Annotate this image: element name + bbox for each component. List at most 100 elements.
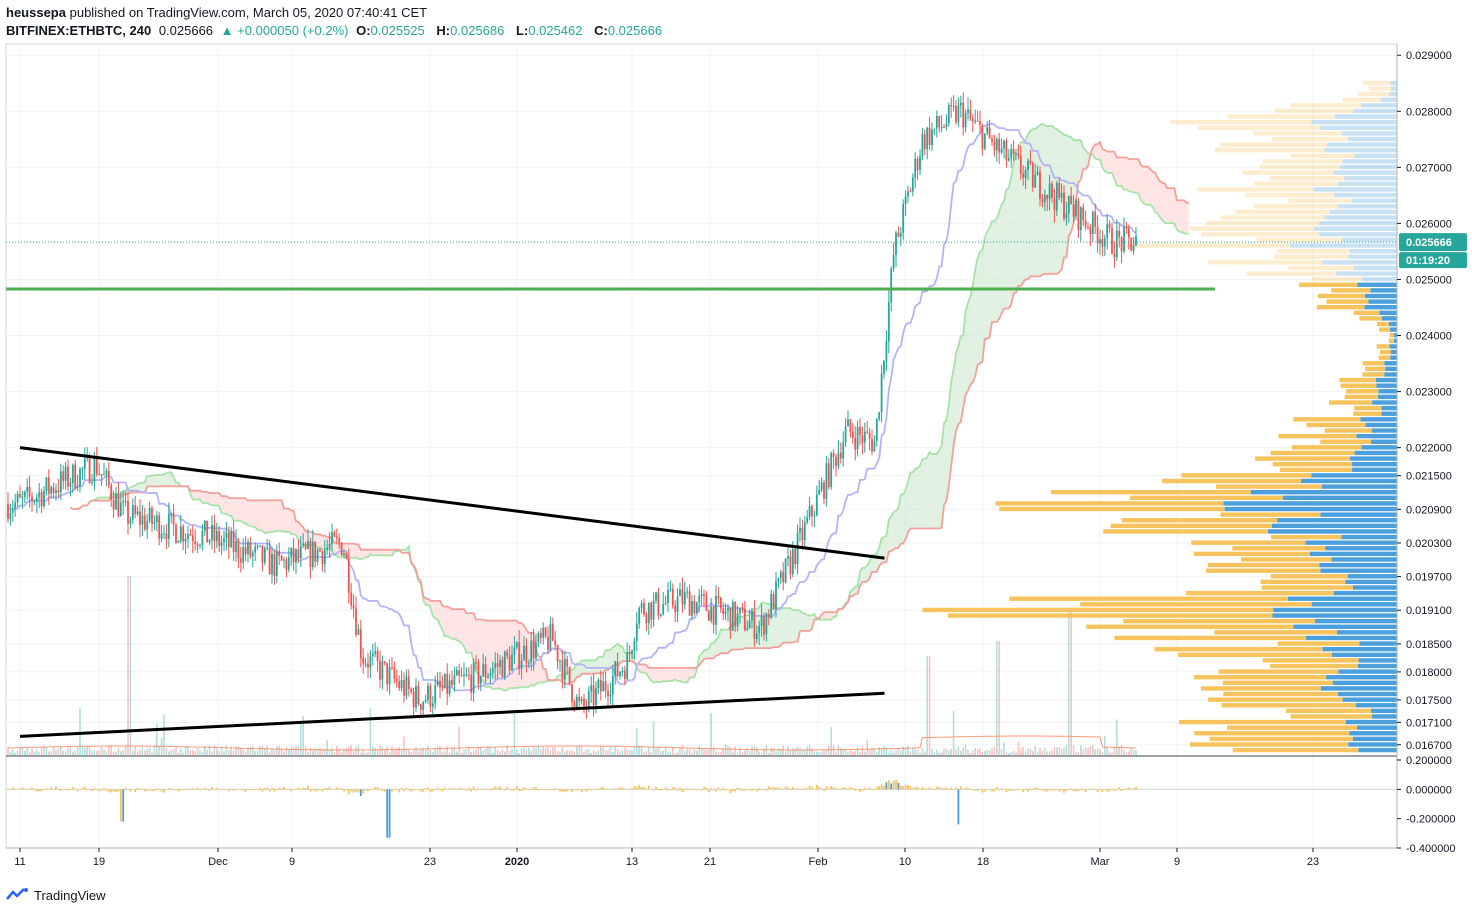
volume-bar xyxy=(424,749,427,756)
candle-body xyxy=(1058,183,1061,198)
volume-bar xyxy=(664,746,667,756)
candle-body xyxy=(679,589,681,597)
oscillator-bar xyxy=(434,789,437,790)
cloud-segment xyxy=(867,561,870,582)
candle-body xyxy=(986,127,989,134)
drawings[interactable] xyxy=(6,241,1397,738)
oscillator-bar xyxy=(338,788,341,790)
oscillator-bar xyxy=(355,789,357,792)
candle-body xyxy=(31,496,33,502)
oscillator-bar xyxy=(707,789,710,792)
volume-bar xyxy=(909,751,912,756)
vp-bar-up xyxy=(1272,461,1352,467)
symbol-label[interactable]: BITFINEX:ETHBTC, 240 xyxy=(6,23,152,38)
time-tick-label: 9 xyxy=(1174,856,1180,868)
volume-bar xyxy=(21,748,24,756)
publisher-name[interactable]: heussepa xyxy=(6,5,66,20)
candle-body xyxy=(189,533,192,536)
volume-bar xyxy=(612,752,614,756)
volume-bar xyxy=(91,750,93,756)
oscillator-bar xyxy=(1003,789,1005,790)
candle-body xyxy=(307,540,309,549)
candle-body xyxy=(923,134,926,150)
candle-body xyxy=(945,123,948,128)
oscillator-bar xyxy=(110,789,113,793)
candle-body xyxy=(9,512,12,520)
oscillator-bar xyxy=(124,787,127,790)
oscillator-bar xyxy=(607,789,609,790)
cloud-segment xyxy=(212,493,215,506)
candle-body xyxy=(885,341,888,361)
footer-brand[interactable]: TradingView xyxy=(34,887,106,903)
cloud-segment xyxy=(269,500,272,533)
oscillator-bar xyxy=(429,789,432,793)
volume-bar xyxy=(223,751,225,756)
candle-body xyxy=(227,532,230,548)
oscillator-bar xyxy=(638,784,641,790)
candle-body xyxy=(463,674,465,677)
oscillator-bar xyxy=(751,789,753,791)
lower-trendline[interactable] xyxy=(19,691,885,738)
oscillator-bar xyxy=(1118,787,1121,790)
axes[interactable]: 0.0290000.0280000.0270000.0260000.025000… xyxy=(6,44,1456,868)
vp-bar-down xyxy=(1338,669,1397,674)
publish-line: heussepa published on TradingView.com, M… xyxy=(6,4,1006,22)
vp-bar-up xyxy=(1214,630,1338,635)
cloud-segment xyxy=(833,612,836,618)
candle-body xyxy=(1063,192,1065,219)
oscillator-bar xyxy=(424,788,427,790)
vp-bar-up xyxy=(1114,635,1307,641)
vp-bar-up xyxy=(1255,456,1350,461)
upper-trendline[interactable] xyxy=(19,446,885,560)
vp-bar-up xyxy=(1324,428,1373,433)
candle-body xyxy=(983,133,986,149)
cloud-segment xyxy=(207,492,210,505)
volume-bar xyxy=(1068,611,1070,756)
volume-bar xyxy=(672,747,674,756)
close-value: 0.025666 xyxy=(607,23,663,38)
candle-body xyxy=(271,553,273,575)
vp-bar-up xyxy=(1344,394,1378,400)
volume-bar xyxy=(218,751,220,756)
volume-bar xyxy=(278,746,280,756)
volume-bar xyxy=(367,751,369,756)
candle-body xyxy=(525,646,528,664)
footer[interactable]: TradingView xyxy=(6,884,106,906)
low-label: L: xyxy=(515,23,529,38)
candle-body xyxy=(695,602,698,614)
vp-bar-down xyxy=(1389,344,1397,349)
vp-bar-down xyxy=(1352,736,1397,742)
oscillator-bar xyxy=(943,788,945,790)
oscillator-bar xyxy=(835,788,837,790)
volume-bar xyxy=(14,752,16,756)
volume-bar xyxy=(458,726,460,756)
oscillator-bar xyxy=(422,789,425,793)
cloud-segment xyxy=(284,508,287,532)
volume-bar xyxy=(1120,745,1123,756)
cloud-segment xyxy=(156,474,160,487)
volume-bar xyxy=(45,747,48,756)
vp-bar-up xyxy=(1362,372,1385,377)
oscillator-bar xyxy=(662,789,665,790)
vp-bar-up xyxy=(1262,658,1359,663)
oscillator-bar xyxy=(554,787,557,790)
volume-bar xyxy=(801,749,804,756)
oscillator-bar xyxy=(57,789,60,790)
oscillator-bar xyxy=(477,788,480,790)
candle-body xyxy=(1123,227,1125,252)
oscillator-bar xyxy=(451,788,453,790)
candle-body xyxy=(345,553,348,559)
cloud-segment xyxy=(608,649,611,670)
candle-body xyxy=(59,471,62,493)
volume-bar xyxy=(648,747,650,756)
candle-body xyxy=(883,360,885,374)
vp-bar-down xyxy=(1388,91,1397,97)
oscillator-bar xyxy=(59,789,62,791)
oscillator-bar xyxy=(887,780,890,790)
volume-bar xyxy=(631,750,633,756)
volume-bar xyxy=(866,739,868,756)
oscillator-bar xyxy=(1115,789,1118,790)
candle-body xyxy=(895,232,897,256)
candle-body xyxy=(955,106,957,123)
